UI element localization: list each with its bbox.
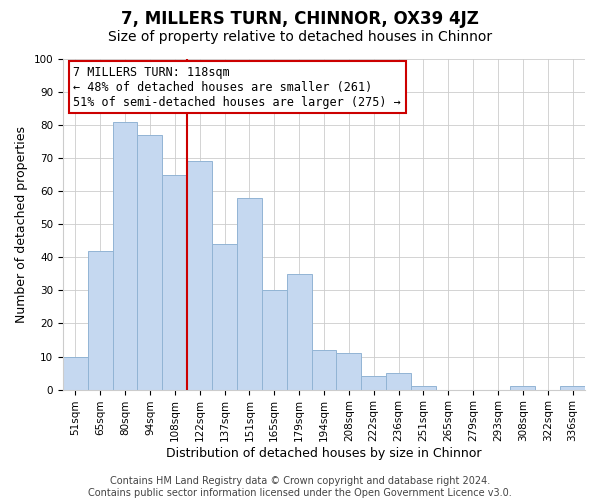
Bar — [311, 350, 337, 390]
Text: 7 MILLERS TURN: 118sqm
← 48% of detached houses are smaller (261)
51% of semi-de: 7 MILLERS TURN: 118sqm ← 48% of detached… — [73, 66, 401, 108]
Y-axis label: Number of detached properties: Number of detached properties — [15, 126, 28, 323]
Bar — [137, 135, 163, 390]
Bar — [386, 373, 411, 390]
Bar — [337, 353, 361, 390]
Bar — [63, 356, 88, 390]
Text: 7, MILLERS TURN, CHINNOR, OX39 4JZ: 7, MILLERS TURN, CHINNOR, OX39 4JZ — [121, 10, 479, 28]
Bar — [411, 386, 436, 390]
Bar — [163, 174, 187, 390]
Bar — [262, 290, 287, 390]
Bar — [560, 386, 585, 390]
Text: Contains HM Land Registry data © Crown copyright and database right 2024.
Contai: Contains HM Land Registry data © Crown c… — [88, 476, 512, 498]
Bar — [187, 162, 212, 390]
Bar — [511, 386, 535, 390]
Bar — [212, 244, 237, 390]
Bar — [287, 274, 311, 390]
X-axis label: Distribution of detached houses by size in Chinnor: Distribution of detached houses by size … — [166, 447, 482, 460]
Text: Size of property relative to detached houses in Chinnor: Size of property relative to detached ho… — [108, 30, 492, 44]
Bar — [113, 122, 137, 390]
Bar — [237, 198, 262, 390]
Bar — [88, 250, 113, 390]
Bar — [361, 376, 386, 390]
